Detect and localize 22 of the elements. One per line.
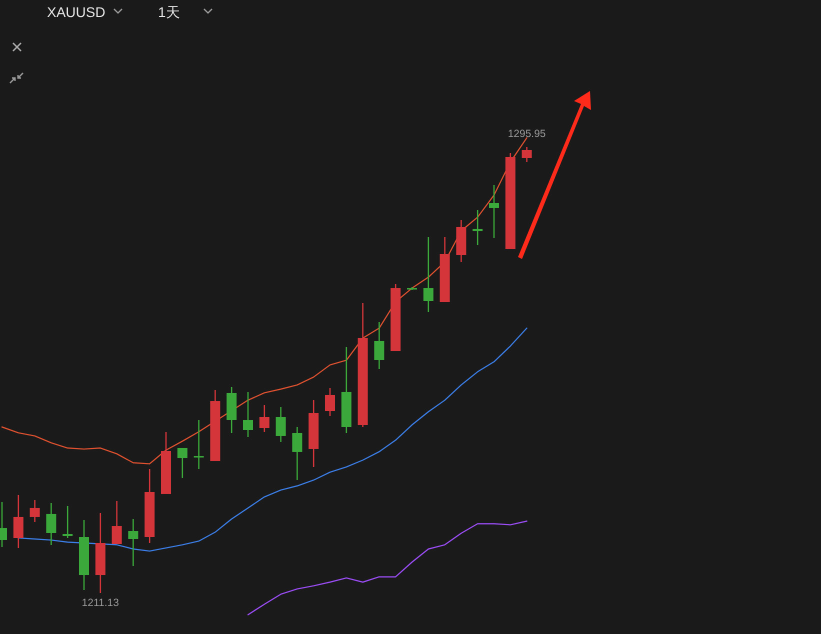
candlestick [177, 447, 188, 479]
candlestick [13, 494, 24, 549]
annotation: 1211.13 [82, 597, 120, 609]
candlestick [374, 321, 384, 370]
chart-subtitle: 1天 [158, 4, 180, 20]
candlestick [325, 387, 335, 417]
candlestick [30, 499, 40, 523]
candlestick [292, 426, 302, 481]
candlestick [243, 391, 253, 438]
chart-title: XAUUSD [47, 4, 106, 20]
candlestick [46, 502, 56, 546]
candlestick [276, 406, 286, 443]
candlestick [423, 236, 434, 313]
candlestick [489, 184, 499, 239]
annotation: 1295.95 [508, 128, 546, 140]
candlestick [128, 518, 138, 567]
candlestick [62, 505, 73, 539]
candlestick [194, 419, 204, 470]
candlestick [522, 146, 532, 163]
candlestick [472, 209, 483, 246]
candlestick [259, 404, 270, 433]
candlestick [112, 500, 122, 545]
